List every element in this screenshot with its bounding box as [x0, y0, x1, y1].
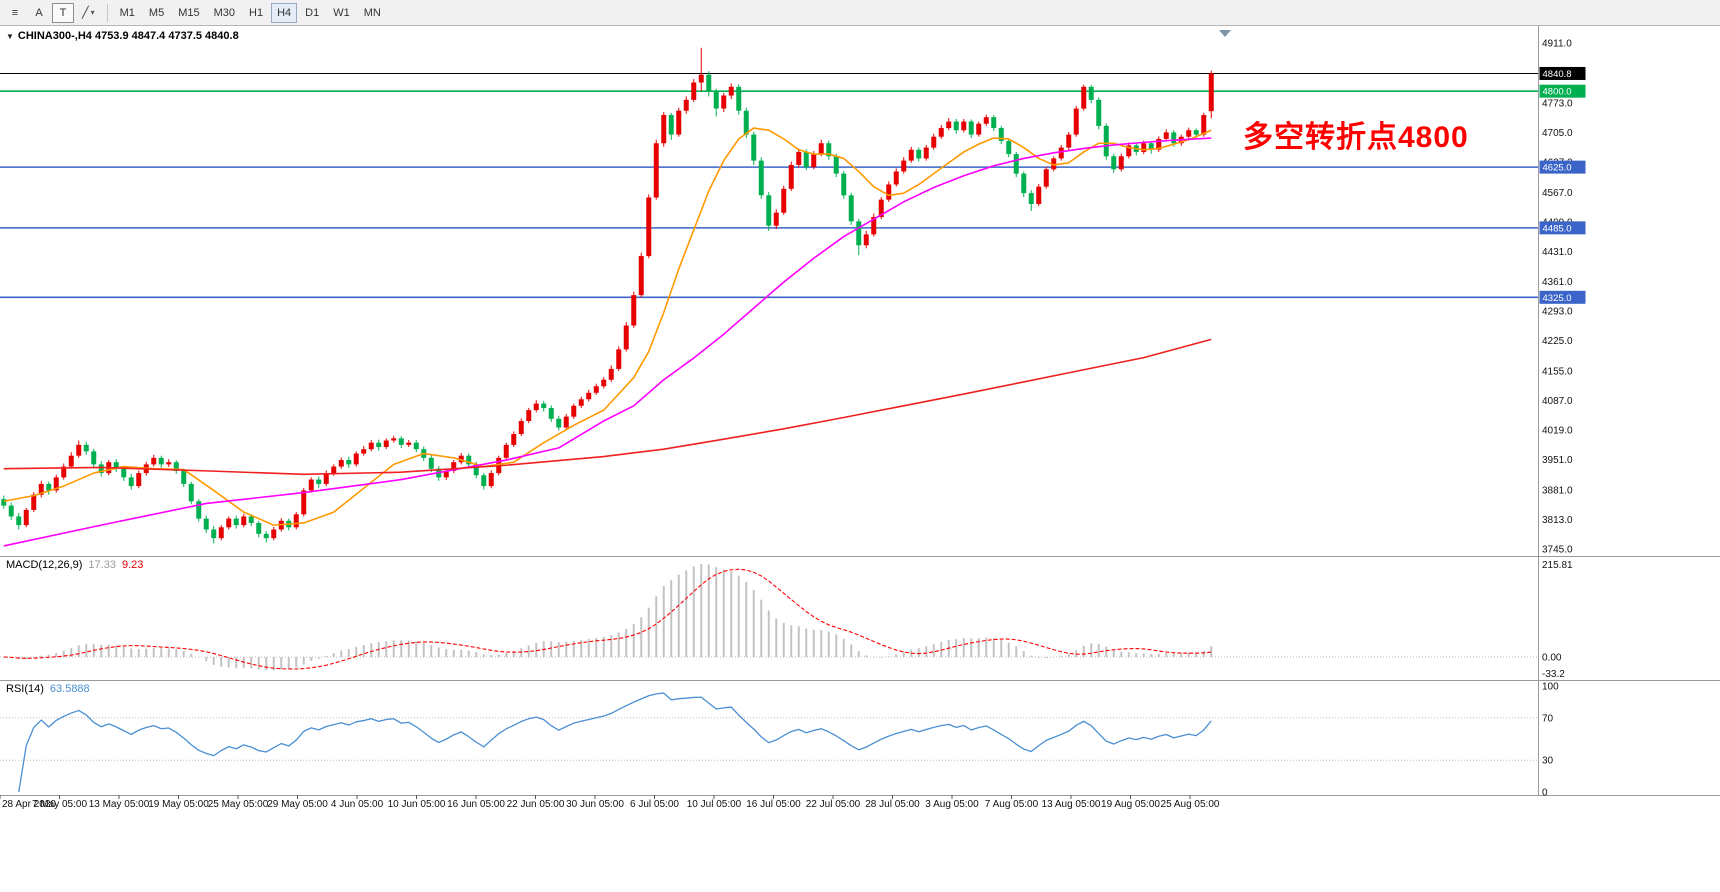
- svg-text:13 Aug 05:00: 13 Aug 05:00: [1042, 799, 1101, 810]
- svg-text:0.00: 0.00: [1542, 653, 1562, 664]
- svg-text:70: 70: [1542, 713, 1554, 724]
- rsi-guides: [0, 717, 1538, 761]
- timeframe-button-m30[interactable]: M30: [213, 6, 236, 19]
- svg-text:3 Aug 05:00: 3 Aug 05:00: [925, 799, 979, 810]
- timeframe-button-m1[interactable]: M1: [119, 6, 135, 19]
- svg-text:4485.0: 4485.0: [1543, 223, 1572, 234]
- svg-text:4293.0: 4293.0: [1542, 307, 1573, 318]
- chart-frame: [0, 26, 1720, 796]
- svg-text:19 May 05:00: 19 May 05:00: [148, 799, 209, 810]
- symbol-ohlc-label: ▼ CHINA300-,H4 4753.9 4847.4 4737.5 4840.…: [6, 30, 239, 42]
- candlesticks: [1, 47, 1214, 544]
- chart-shift-marker[interactable]: [1219, 30, 1231, 37]
- svg-text:4840.8: 4840.8: [1543, 69, 1572, 80]
- chart-canvas[interactable]: 4911.04773.04705.04637.04567.04499.04431…: [0, 26, 1720, 892]
- ohlc-readout: 4753.9 4847.4 4737.5 4840.8: [94, 30, 239, 42]
- svg-text:4155.0: 4155.0: [1542, 367, 1573, 378]
- svg-text:4567.0: 4567.0: [1542, 188, 1573, 199]
- svg-text:22 Jun 05:00: 22 Jun 05:00: [507, 799, 565, 810]
- arrow-tool-button[interactable]: A: [35, 6, 43, 19]
- timeframe-button-m15[interactable]: M15: [178, 6, 200, 19]
- ma-slow-line: [3, 338, 1212, 476]
- svg-text:16 Jun 05:00: 16 Jun 05:00: [447, 799, 505, 810]
- chart-window[interactable]: 4911.04773.04705.04637.04567.04499.04431…: [0, 26, 1720, 892]
- svg-text:4625.0: 4625.0: [1543, 163, 1572, 174]
- svg-text:4705.0: 4705.0: [1542, 128, 1573, 139]
- svg-text:4 Jun 05:00: 4 Jun 05:00: [331, 799, 384, 810]
- timeframe-button-d1[interactable]: D1: [305, 6, 320, 19]
- svg-text:3813.0: 3813.0: [1542, 515, 1573, 526]
- svg-text:25 Aug 05:00: 25 Aug 05:00: [1161, 799, 1220, 810]
- svg-text:4361.0: 4361.0: [1542, 277, 1573, 288]
- macd-main-value: 17.33: [88, 559, 116, 571]
- svg-text:22 Jul 05:00: 22 Jul 05:00: [806, 799, 861, 810]
- svg-text:3951.0: 3951.0: [1542, 455, 1573, 466]
- svg-text:28 Apr 2020: 28 Apr 2020: [2, 799, 56, 810]
- macd-histogram: [10, 564, 1213, 671]
- svg-text:3745.0: 3745.0: [1542, 545, 1573, 556]
- svg-text:4225.0: 4225.0: [1542, 336, 1573, 347]
- rsi-value: 63.5888: [49, 683, 90, 695]
- timeframe-button-w1[interactable]: W1: [333, 6, 350, 19]
- timeframe-button-h4[interactable]: H4: [271, 2, 298, 23]
- draw-shapes-button[interactable]: ╱ ▾: [82, 7, 95, 19]
- svg-text:6 Jul 05:00: 6 Jul 05:00: [630, 799, 679, 810]
- svg-text:4800.0: 4800.0: [1543, 87, 1572, 98]
- rsi-name: RSI(14): [6, 683, 44, 695]
- macd-signal-line: [3, 568, 1212, 670]
- svg-text:7 Aug 05:00: 7 Aug 05:00: [985, 799, 1039, 810]
- svg-text:4431.0: 4431.0: [1542, 247, 1573, 258]
- svg-text:30: 30: [1542, 756, 1554, 767]
- svg-text:29 May 05:00: 29 May 05:00: [267, 799, 328, 810]
- svg-text:28 Jul 05:00: 28 Jul 05:00: [865, 799, 920, 810]
- dropdown-caret-icon: ▾: [90, 8, 95, 17]
- svg-text:-33.2: -33.2: [1542, 669, 1565, 680]
- price-annotation[interactable]: 多空转折点4800: [1243, 121, 1469, 154]
- rsi-axis: 100 70 30 0: [1542, 682, 1559, 799]
- chart-objects-button[interactable]: ≡: [11, 6, 19, 19]
- macd-axis: 215.81 0.00 -33.2: [1542, 560, 1573, 680]
- ma-medium-line: [3, 137, 1212, 547]
- svg-text:4773.0: 4773.0: [1542, 98, 1573, 109]
- svg-text:4911.0: 4911.0: [1542, 39, 1572, 50]
- svg-text:16 Jul 05:00: 16 Jul 05:00: [746, 799, 801, 810]
- symbol-name: CHINA300-,H4: [17, 30, 92, 42]
- toolbar: ≡ A T ╱ ▾ M1 M5 M15 M30 H1 H4 D1 W1 MN: [0, 0, 1720, 26]
- macd-signal-value: 9.23: [121, 559, 144, 571]
- svg-text:4325.0: 4325.0: [1543, 293, 1572, 304]
- timeframe-bar: M1 M5 M15 M30 H1 H4 D1 W1 MN: [113, 0, 388, 25]
- svg-text:30 Jun 05:00: 30 Jun 05:00: [566, 799, 624, 810]
- price-tags: 4840.8 4800.0 4625.0 4485.0 4325.0: [1539, 66, 1586, 304]
- timeframe-button-m5[interactable]: M5: [148, 6, 165, 19]
- svg-text:3881.0: 3881.0: [1542, 485, 1573, 496]
- text-tool-button[interactable]: T: [52, 2, 74, 23]
- svg-text:13 May 05:00: 13 May 05:00: [89, 799, 150, 810]
- svg-text:25 May 05:00: 25 May 05:00: [208, 799, 269, 810]
- toolbar-separator: [106, 3, 108, 22]
- rsi-indicator-label: RSI(14) 63.5888: [6, 683, 90, 695]
- svg-text:19 Aug 05:00: 19 Aug 05:00: [1101, 799, 1160, 810]
- macd-name: MACD(12,26,9): [6, 559, 83, 571]
- horizontal-level-lines[interactable]: [0, 72, 1538, 299]
- ma-fast-line: [3, 127, 1212, 526]
- svg-text:10 Jun 05:00: 10 Jun 05:00: [388, 799, 446, 810]
- symbol-dropdown-icon[interactable]: ▼: [6, 32, 14, 41]
- svg-text:10 Jul 05:00: 10 Jul 05:00: [687, 799, 742, 810]
- svg-text:0: 0: [1542, 788, 1548, 799]
- timeframe-button-mn[interactable]: MN: [363, 6, 381, 19]
- svg-text:4019.0: 4019.0: [1542, 426, 1573, 437]
- macd-indicator-label: MACD(12,26,9) 17.33 9.23: [6, 559, 143, 571]
- svg-text:4087.0: 4087.0: [1542, 396, 1573, 407]
- svg-text:100: 100: [1542, 682, 1559, 693]
- toolbar-tools: ≡ A T ╱ ▾: [3, 0, 102, 25]
- moving-averages: [3, 127, 1212, 547]
- timeframe-button-h1[interactable]: H1: [249, 6, 264, 19]
- svg-text:7 May 05:00: 7 May 05:00: [32, 799, 87, 810]
- svg-text:215.81: 215.81: [1542, 560, 1573, 571]
- rsi-line: [18, 692, 1212, 793]
